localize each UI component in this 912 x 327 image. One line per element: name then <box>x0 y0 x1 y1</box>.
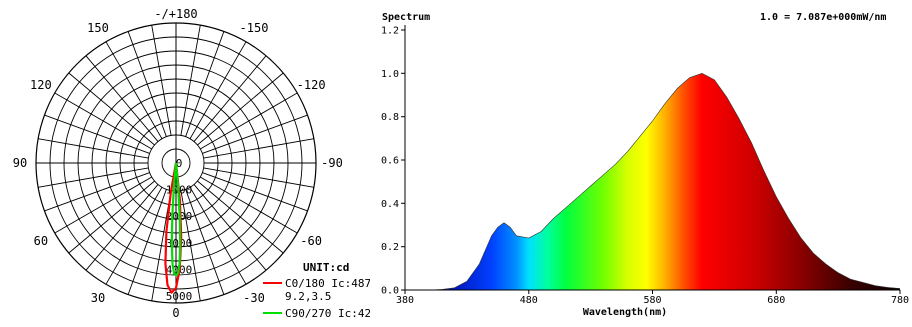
legend-subtitle-c0: 9.2,3.5 <box>285 290 331 303</box>
polar-spoke <box>127 189 167 295</box>
polar-angle-label: 120 <box>30 78 52 92</box>
legend-label-c90: C90/270 Ic:4213 <box>285 307 370 320</box>
polar-spoke <box>193 55 267 142</box>
polar-spoke <box>203 138 314 159</box>
polar-angle-label: 150 <box>87 21 109 35</box>
polar-spoke <box>54 176 153 234</box>
polar-angle-label: 30 <box>91 291 105 305</box>
spectrum-outline <box>405 72 901 291</box>
polar-spoke <box>197 72 284 146</box>
x-tick-label: 480 <box>520 295 538 306</box>
spectrum-scale-annotation: 1.0 = 7.087e+000mW/nm <box>760 12 886 23</box>
polar-spoke <box>54 92 153 150</box>
polar-spoke <box>189 186 247 285</box>
polar-angle-label: -150 <box>240 21 269 35</box>
y-tick-label: 0.6 <box>381 156 399 167</box>
polar-legend: UNIT:cd C0/180 Ic:4877 9.2,3.5 C90/270 I… <box>263 261 384 320</box>
polar-spoke <box>197 180 284 254</box>
polar-spoke <box>68 72 155 146</box>
polar-angle-label: -90 <box>321 156 343 170</box>
y-tick-label: 0.4 <box>381 199 399 210</box>
polar-angle-label: -/+180 <box>154 7 197 21</box>
polar-angle-labels: -/+180 150 120 90 60 30 0 -30 -60 -90 -120 -150 <box>13 7 343 320</box>
polar-grid <box>35 22 317 304</box>
polar-curves <box>164 162 183 294</box>
polar-spoke <box>189 41 247 140</box>
polar-spoke <box>180 190 201 301</box>
polar-spoke <box>44 172 150 212</box>
spectrum-title: Spectrum <box>382 12 430 23</box>
unit-label: UNIT:cd <box>303 261 349 274</box>
x-axis-label: Wavelength(nm) <box>583 307 667 318</box>
polar-angle-label: -60 <box>300 234 322 248</box>
polar-spoke <box>38 167 149 188</box>
spectrum-chart-panel: Spectrum 1.0 = 7.087e+000mW/nm 0.0 0.2 0.4… <box>370 0 912 323</box>
polar-radial-label: 5000 <box>166 290 193 303</box>
polar-spoke <box>38 138 149 159</box>
polar-spoke <box>199 92 298 150</box>
polar-angle-label: -30 <box>243 291 265 305</box>
polar-spoke <box>203 167 314 188</box>
y-tick-label: 0.8 <box>381 112 399 123</box>
y-tick-label: 0.2 <box>381 242 399 253</box>
spectrum-axes: 0.0 0.2 0.4 0.6 0.8 1.0 1.2 380 480 580 680 780 <box>381 25 909 306</box>
y-tick-label: 0.0 <box>381 286 399 297</box>
polar-spoke <box>202 114 308 154</box>
polar-spoke <box>193 184 267 271</box>
legend-label-c0: C0/180 Ic:4877 <box>285 277 370 290</box>
polar-angle-label: 90 <box>13 156 27 170</box>
polar-spoke <box>180 25 201 136</box>
polar-spoke <box>127 31 167 137</box>
polar-spoke <box>105 41 163 140</box>
polar-spoke <box>44 114 150 154</box>
polar-spoke <box>151 25 172 136</box>
y-tick-label: 1.2 <box>381 26 399 37</box>
polar-spoke <box>105 186 163 285</box>
spectrum-area <box>405 73 900 290</box>
x-tick-label: 680 <box>767 295 785 306</box>
polar-spoke <box>199 176 298 234</box>
polar-spoke <box>202 172 308 212</box>
spectrum-chart: Spectrum 1.0 = 7.087e+000mW/nm 0.0 0.2 0.4… <box>381 12 909 318</box>
polar-angle-label: 0 <box>172 306 179 320</box>
polar-spoke <box>85 55 159 142</box>
polar-radial-label: 0 <box>176 157 183 170</box>
polar-angle-label: 60 <box>34 234 48 248</box>
polar-spoke <box>85 184 159 271</box>
x-tick-label: 380 <box>396 295 414 306</box>
y-tick-label: 1.0 <box>381 69 399 80</box>
polar-chart-panel: -/+180 150 120 90 60 30 0 -30 -60 -90 -120 -150 0 10… <box>0 0 385 323</box>
polar-spoke <box>68 180 155 254</box>
polar-curve-c90-270 <box>170 162 182 277</box>
x-tick-label: 580 <box>643 295 661 306</box>
polar-spoke <box>185 189 225 295</box>
x-tick-label: 780 <box>891 295 909 306</box>
polar-spoke <box>185 31 225 137</box>
polar-angle-label: -120 <box>297 78 326 92</box>
